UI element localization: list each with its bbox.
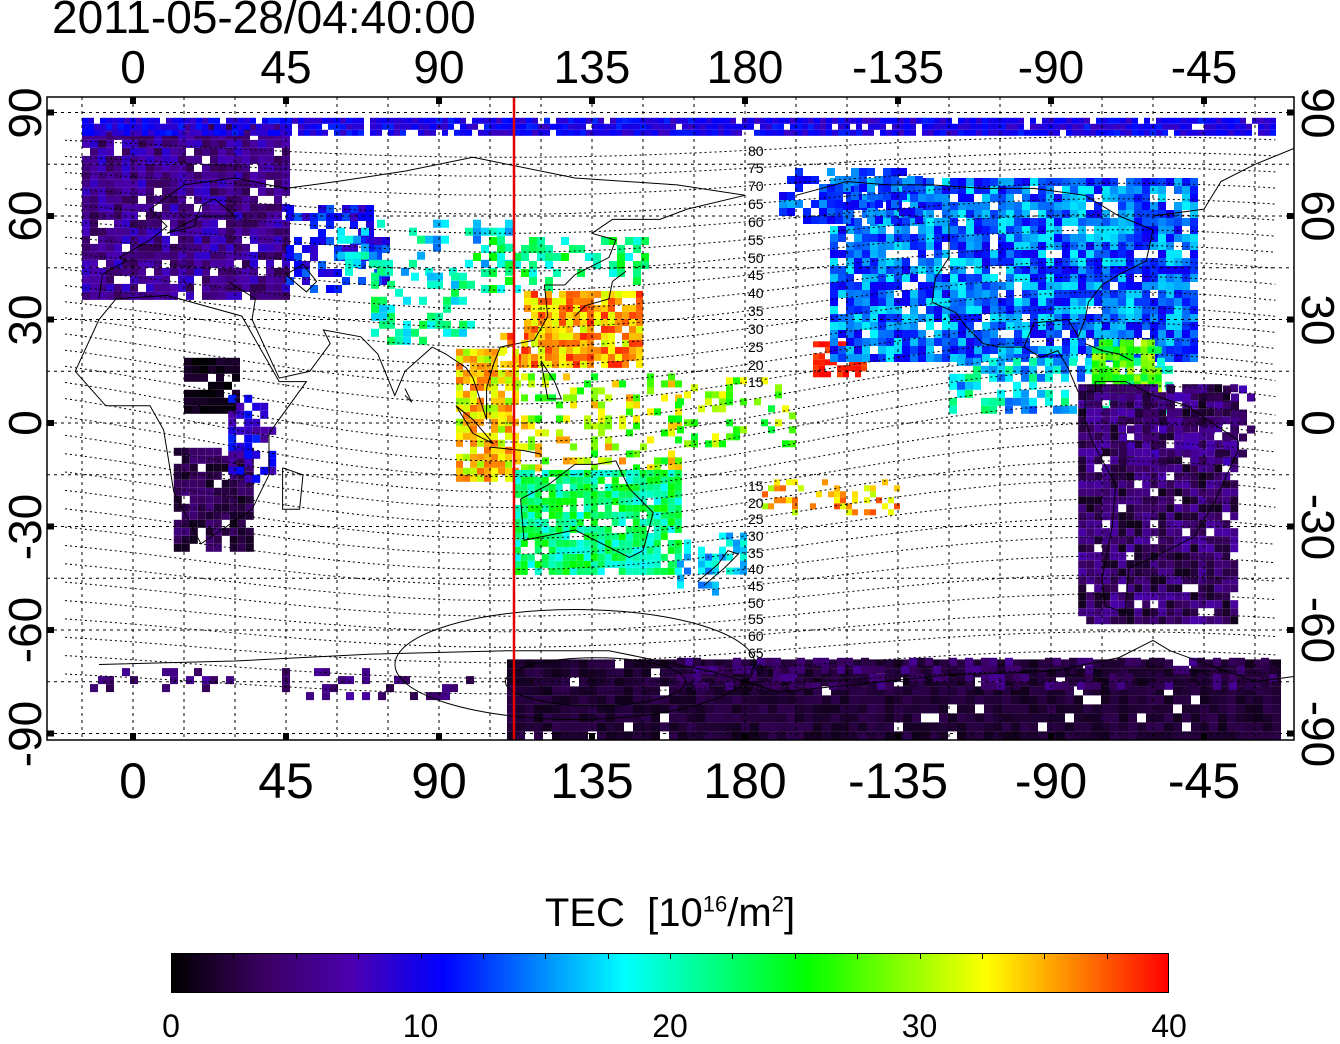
contour-label: 45 [748,579,764,593]
contour-label: 20 [748,358,764,372]
contour-label: 50 [748,251,764,265]
contour-label: 65 [748,646,764,660]
contour-label: 45 [748,268,764,282]
colorbar-minor-tick [920,953,921,959]
colorbar-minor-tick [732,953,733,959]
contour-label: 75 [748,679,764,693]
colorbar-minor-tick [421,953,422,959]
contour-label: 30 [748,529,764,543]
contour-label: 35 [748,546,764,560]
lon-tick-top: -135 [838,44,958,90]
lon-tick-bottom: -135 [838,756,958,806]
contour-label: 15 [748,479,764,493]
contour-label: 20 [748,496,764,510]
lon-tick-top: 180 [685,44,805,90]
lat-tick-right: -90 [1293,669,1340,799]
colorbar-minor-tick [670,953,671,959]
contour-label: 70 [748,179,764,193]
lon-tick-bottom: 45 [226,756,346,806]
lon-tick-top: -90 [991,44,1111,90]
contour-label: 60 [748,215,764,229]
colorbar-minor-tick [358,953,359,959]
lon-tick-bottom: -45 [1144,756,1264,806]
contour-label: 55 [748,612,764,626]
contour-label: 70 [748,662,764,676]
colorbar-minor-tick [233,953,234,959]
colorbar-title: TEC [1016/m2] [0,893,1340,933]
colorbar-minor-tick [608,953,609,959]
lon-tick-top: 90 [379,44,499,90]
lon-tick-top: -45 [1144,44,1264,90]
lon-tick-bottom: 0 [73,756,193,806]
lon-tick-bottom: 135 [532,756,652,806]
colorbar-minor-tick [545,953,546,959]
contour-label: 80 [748,144,764,158]
colorbar-tick-label: 40 [1119,1010,1219,1042]
lon-tick-top: 135 [532,44,652,90]
tec-data-layer [82,118,1281,750]
colorbar-tick-label: 20 [620,1010,720,1042]
contour-label: 65 [748,197,764,211]
contour-label: 40 [748,562,764,576]
colorbar-minor-tick [982,953,983,959]
colorbar-minor-tick [1044,953,1045,959]
contour-label: 55 [748,233,764,247]
colorbar-tick-label: 10 [371,1010,471,1042]
colorbar-minor-tick [795,953,796,959]
lon-tick-top: 0 [73,44,193,90]
lon-tick-bottom: 90 [379,756,499,806]
contour-label: 25 [748,512,764,526]
lon-tick-top: 45 [226,44,346,90]
contour-label: 60 [748,629,764,643]
colorbar [171,953,1169,993]
lon-tick-bottom: 180 [685,756,805,806]
contour-label: 50 [748,596,764,610]
contour-label: 25 [748,340,764,354]
colorbar-minor-tick [296,953,297,959]
colorbar-minor-tick [857,953,858,959]
lon-tick-bottom: -90 [991,756,1111,806]
colorbar-minor-tick [483,953,484,959]
colorbar-minor-tick [1107,953,1108,959]
contour-label: 40 [748,286,764,300]
lat-tick-left: -90 [0,669,50,799]
contour-label: 35 [748,304,764,318]
contour-label: 15 [748,375,764,389]
colorbar-tick-label: 0 [121,1010,221,1042]
contour-label: 75 [748,161,764,175]
contour-label: 30 [748,322,764,336]
colorbar-tick-label: 30 [870,1010,970,1042]
